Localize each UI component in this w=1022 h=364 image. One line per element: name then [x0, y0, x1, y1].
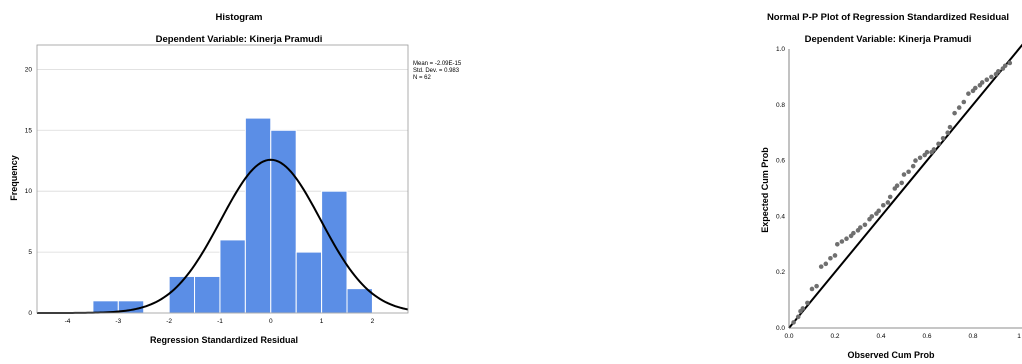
pp-x-tick-label: 0.0 — [784, 333, 793, 340]
pp-plot-subtitle: Dependent Variable: Kinerja Pramudi — [805, 34, 972, 45]
pp-data-point — [858, 225, 863, 230]
histogram-y-tick-label: 15 — [25, 127, 33, 134]
histogram-normal-curve — [37, 158, 409, 314]
pp-data-point — [814, 283, 819, 289]
pp-data-point — [809, 286, 815, 292]
pp-data-point — [910, 163, 916, 169]
histogram-y-tick-label: 20 — [25, 66, 33, 73]
pp-data-point — [956, 105, 962, 110]
pp-data-point — [906, 169, 911, 175]
pp-data-point — [1002, 63, 1008, 69]
histogram-bar — [295, 251, 323, 314]
pp-data-point — [832, 253, 838, 258]
pp-data-point — [839, 239, 845, 244]
pp-data-point — [966, 91, 971, 96]
histogram-bar — [346, 288, 373, 314]
pp-data-point — [795, 314, 801, 320]
pp-data-point — [984, 77, 990, 82]
histogram-subtitle: Dependent Variable: Kinerja Pramudi — [156, 34, 323, 45]
histogram-bar — [270, 129, 297, 314]
histogram-bar — [321, 190, 348, 314]
histogram-stats-box: Mean = -2.09E-15 Std. Dev. = 0.983 N = 6… — [413, 61, 462, 81]
pp-data-point — [979, 80, 985, 85]
pp-x-tick-label: 0.6 — [922, 333, 931, 340]
pp-data-point — [901, 172, 907, 177]
pp-data-point — [952, 110, 957, 116]
histogram-x-tick-label: -2 — [166, 318, 172, 325]
pp-data-point — [945, 130, 950, 135]
pp-y-tick-label: 0.6 — [776, 158, 785, 165]
pp-data-point — [924, 149, 930, 155]
histogram-bar — [244, 117, 272, 314]
pp-data-point — [800, 306, 806, 311]
histogram-bar — [194, 275, 221, 314]
pp-data-point — [805, 300, 810, 306]
pp-y-tick-label: 0.2 — [776, 269, 785, 276]
histogram-x-tick-label: 1 — [320, 318, 324, 325]
pp-data-point — [876, 208, 881, 214]
pp-data-point — [869, 214, 875, 219]
stat-n: N = 62 — [413, 75, 432, 81]
histogram-bar — [219, 239, 246, 314]
pp-x-axis-label: Observed Cum Prob — [847, 350, 935, 360]
pp-data-point — [844, 236, 849, 242]
pp-data-point — [894, 183, 900, 189]
pp-y-tick-label: 1.0 — [776, 46, 785, 53]
pp-data-point — [823, 261, 829, 267]
histogram-y-tick-label: 10 — [25, 188, 33, 195]
pp-data-point — [887, 194, 893, 200]
histogram-plot-frame — [36, 44, 409, 314]
pp-data-point — [885, 200, 891, 205]
histogram-title: Histogram — [216, 12, 263, 23]
histogram-y-tick-label: 0 — [28, 310, 32, 317]
pp-plot-title: Normal P-P Plot of Regression Standardiz… — [767, 12, 1009, 23]
pp-reference-line — [788, 43, 1022, 329]
pp-y-axis-label: Expected Cum Prob — [760, 147, 770, 233]
histogram-x-tick-label: -4 — [65, 318, 71, 325]
pp-data-point — [881, 202, 886, 208]
pp-y-tick-label: 0.0 — [776, 325, 785, 332]
pp-data-point — [851, 230, 856, 236]
pp-data-point — [913, 158, 918, 163]
pp-data-point — [828, 255, 833, 261]
pp-x-tick-label: 0.2 — [830, 333, 839, 340]
pp-data-point — [961, 99, 967, 105]
pp-x-tick-label: 1 — [1017, 333, 1021, 340]
pp-y-tick-label: 0.4 — [776, 213, 785, 220]
pp-data-point — [899, 180, 904, 186]
pp-data-point — [973, 85, 978, 91]
pp-data-point — [917, 155, 923, 161]
pp-data-point — [996, 69, 1001, 74]
histogram-x-axis-label: Regression Standardized Residual — [150, 335, 298, 345]
pp-data-point — [940, 135, 946, 141]
pp-data-point — [936, 141, 941, 147]
histogram-y-tick-label: 5 — [28, 249, 32, 256]
histogram-x-tick-label: 0 — [269, 318, 273, 325]
pp-x-tick-label: 0.4 — [876, 333, 885, 340]
pp-data-point — [947, 124, 953, 130]
histogram-y-axis-label: Frequency — [9, 155, 19, 201]
pp-x-tick-label: 0.8 — [968, 333, 977, 340]
histogram-x-tick-label: 2 — [371, 318, 375, 325]
pp-y-tick-label: 0.8 — [776, 102, 785, 109]
pp-data-point — [791, 320, 796, 325]
stat-std-dev: Std. Dev. = 0.983 — [413, 68, 460, 74]
histogram-x-tick-label: -1 — [217, 318, 223, 325]
histogram-x-tick-label: -3 — [115, 318, 121, 325]
pp-data-point — [818, 264, 824, 269]
pp-data-point — [862, 222, 868, 228]
pp-data-point — [989, 74, 994, 80]
pp-data-point — [931, 147, 937, 152]
pp-data-point — [835, 242, 840, 247]
pp-data-point — [1007, 60, 1013, 66]
stat-mean: Mean = -2.09E-15 — [413, 61, 462, 67]
